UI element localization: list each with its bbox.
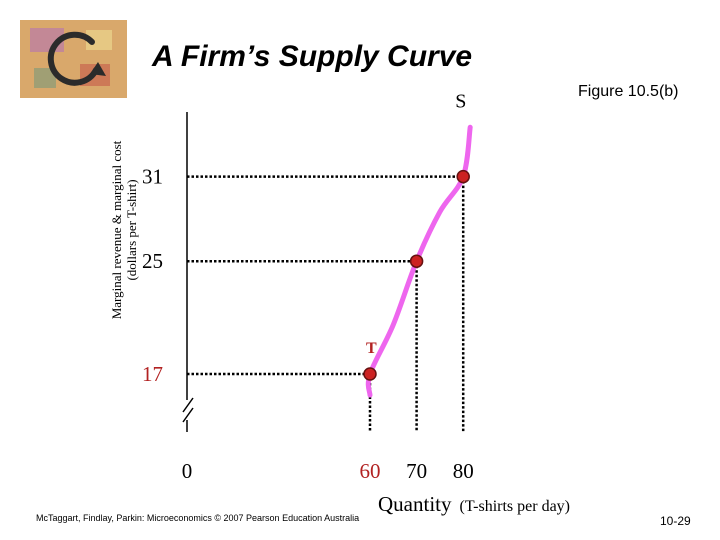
x-tick-label-70: 70 (406, 459, 427, 483)
y-axis-label-line1: Marginal revenue & marginal cost (109, 140, 124, 319)
footer-credit: McTaggart, Findlay, Parkin: Microeconomi… (36, 513, 360, 523)
data-point-0 (363, 367, 377, 381)
publisher-logo (20, 20, 127, 98)
data-point-2 (456, 169, 470, 184)
y-tick-label-17: 17 (142, 362, 163, 386)
y-tick-label-25: 25 (142, 249, 163, 273)
x-tick-label-80: 80 (453, 459, 474, 483)
y-axis-label-line2: (dollars per T-shirt) (124, 179, 139, 280)
axis-break-mark-1 (182, 397, 194, 413)
data-point-1 (409, 254, 424, 268)
axis-break-mark-2 (182, 407, 194, 423)
x-axis-label-main: Quantity (378, 492, 452, 516)
page-number: 10-29 (660, 514, 691, 528)
figure-label: Figure 10.5(b) (578, 83, 679, 100)
y-tick-label-31: 31 (142, 165, 163, 189)
y-axis-label: Marginal revenue & marginal cost (dollar… (109, 140, 139, 319)
x-tick-label-0: 0 (182, 459, 193, 483)
x-axis-label: Quantity (T-shirts per day) (378, 492, 570, 516)
series-label-S: S (455, 90, 466, 112)
point-label-T: T (366, 340, 377, 357)
x-tick-label-60: 60 (360, 459, 381, 483)
x-axis-label-unit: (T-shirts per day) (460, 498, 571, 515)
slide-title: A Firm’s Supply Curve (152, 40, 473, 73)
